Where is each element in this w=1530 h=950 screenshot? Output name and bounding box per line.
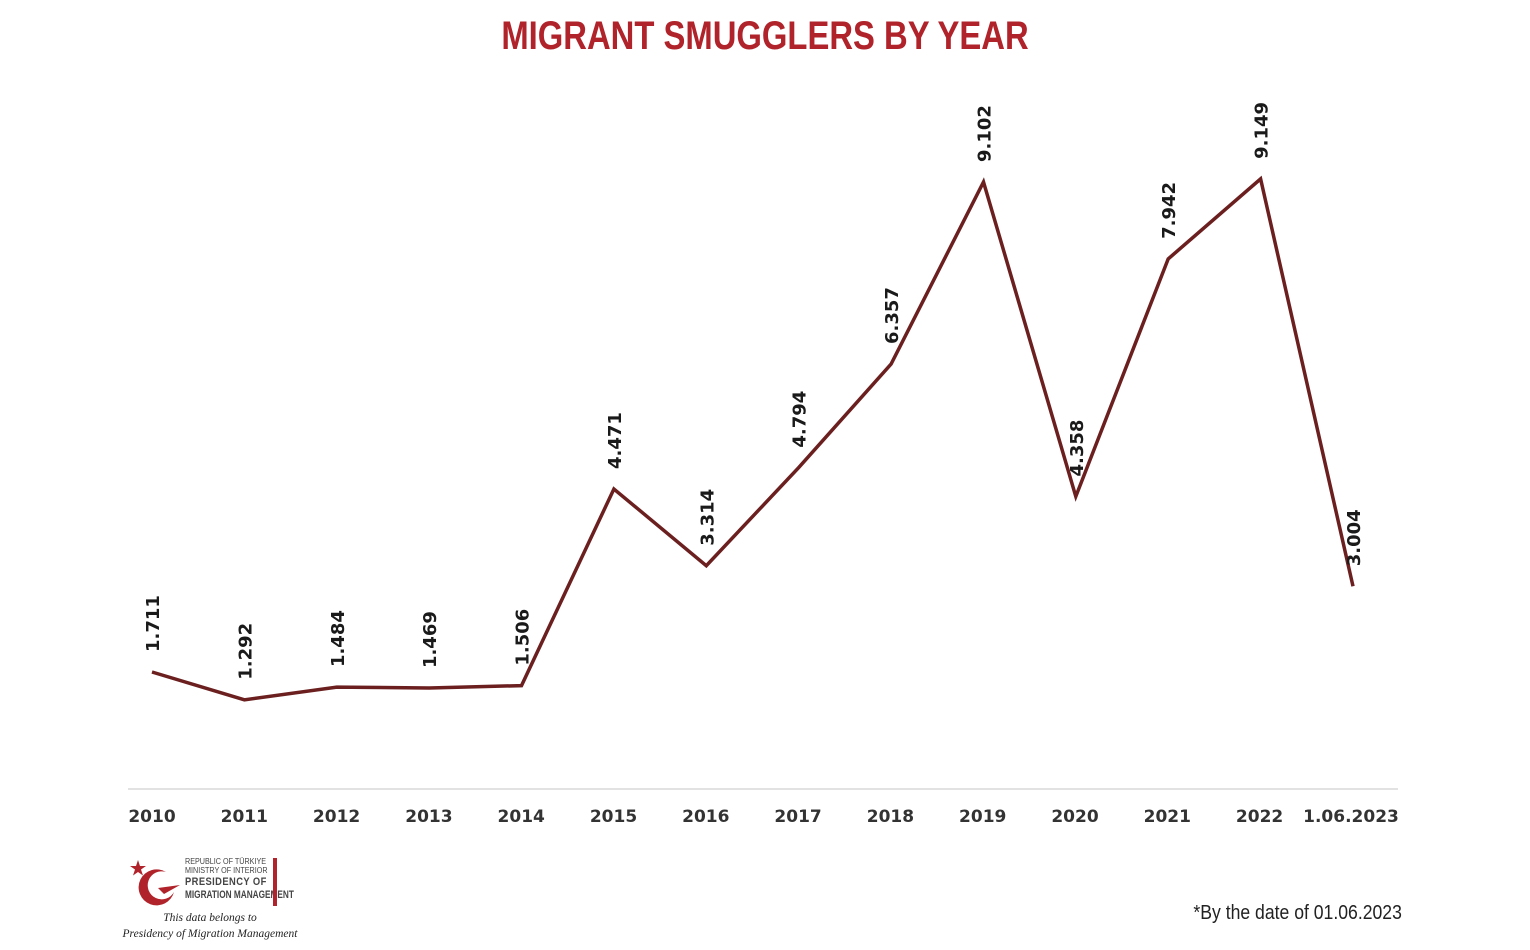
- page-title: MIGRANT SMUGGLERS BY YEAR: [501, 14, 1029, 58]
- x-tick-label: 2022: [1236, 807, 1283, 827]
- x-tick-label: 2013: [405, 807, 452, 827]
- data-label: 4.471: [605, 412, 626, 469]
- logo-line-republic: REPUBLIC OF TÜRKIYE: [185, 857, 267, 866]
- x-tick-label: 2020: [1051, 807, 1098, 827]
- x-tick-label: 2015: [590, 807, 637, 827]
- data-label: 9.149: [1252, 102, 1273, 159]
- data-label: 1.484: [328, 610, 349, 667]
- crescent-star-emblem: [130, 860, 180, 906]
- x-tick-label: 1.06.2023: [1303, 807, 1399, 827]
- logo-line-ministry: MINISTRY OF INTERIOR: [185, 866, 268, 875]
- data-label: 9.102: [974, 105, 995, 162]
- data-label: 1.711: [143, 595, 164, 652]
- data-label: 3.314: [697, 489, 718, 546]
- x-tick-label: 2011: [221, 807, 268, 827]
- x-tick-label: 2019: [959, 807, 1006, 827]
- presidency-logo: REPUBLIC OF TÜRKIYE MINISTRY OF INTERIOR…: [128, 856, 294, 912]
- logo-line-migration: MIGRATION MANAGEMENT: [185, 889, 294, 901]
- source-note: This data belongs to Presidency of Migra…: [120, 910, 300, 942]
- logo-line-presidency: PRESIDENCY OF: [185, 876, 267, 888]
- x-tick-label: 2014: [498, 807, 545, 827]
- x-tick-label: 2021: [1144, 807, 1191, 827]
- footnote: *By the date of 01.06.2023: [1193, 902, 1402, 924]
- data-label: 4.358: [1067, 420, 1088, 477]
- source-note-line2: Presidency of Migration Management: [122, 928, 298, 940]
- x-tick-label: 2016: [682, 807, 729, 827]
- source-note-line1: This data belongs to: [163, 912, 257, 924]
- data-label: 4.794: [790, 391, 811, 448]
- data-label: 1.292: [235, 623, 256, 680]
- x-tick-label: 2012: [313, 807, 360, 827]
- x-tick-label: 2018: [867, 807, 914, 827]
- data-label: 6.357: [882, 287, 903, 344]
- line-chart: 1.711 1.292 1.484 1.469 1.506 4.471 3.314 4.794…: [128, 102, 1399, 827]
- x-tick-label: 2017: [774, 807, 821, 827]
- data-label: 3.004: [1344, 509, 1365, 566]
- x-tick-label: 2010: [128, 807, 175, 827]
- data-label: 1.506: [513, 609, 534, 666]
- logo-divider-bar: [273, 858, 277, 906]
- data-label: 7.942: [1159, 182, 1180, 239]
- series-line: [151, 175, 1355, 702]
- data-label: 1.469: [420, 611, 441, 668]
